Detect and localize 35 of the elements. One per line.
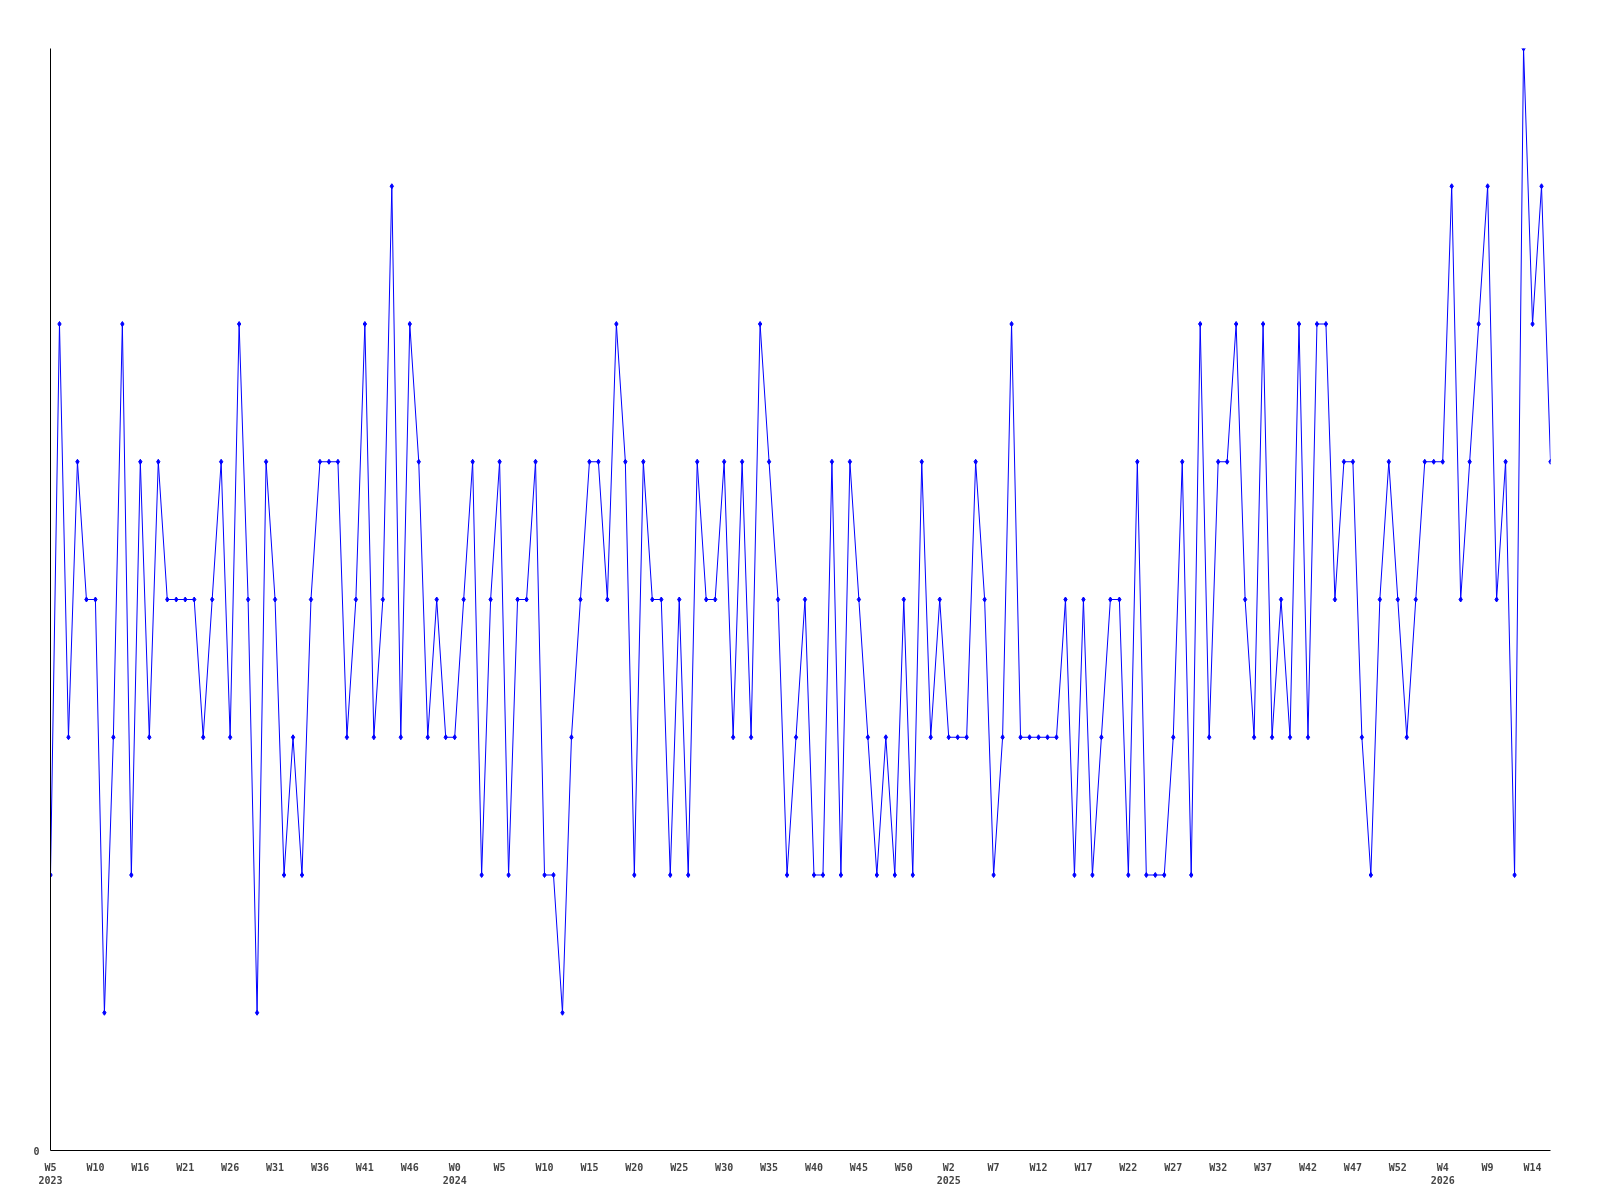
x-tick-label: W9	[1481, 1161, 1494, 1173]
x-tick-label: W31	[266, 1161, 285, 1173]
x-tick-label: W52	[1388, 1161, 1407, 1173]
x-tick-label: W7	[987, 1161, 1000, 1173]
x-tick-label: W46	[400, 1161, 419, 1173]
x-tick-label: W10	[535, 1161, 554, 1173]
x-tick-label: W10	[86, 1161, 105, 1173]
x-tick-label: W15	[580, 1161, 599, 1173]
x-tick-label: W42	[1298, 1161, 1318, 1173]
x-tick-label: W5	[493, 1161, 506, 1173]
x-tick-label: W30	[715, 1161, 734, 1173]
x-tick-label: W35	[760, 1161, 779, 1173]
x-tick-label: W2 2025	[936, 1161, 961, 1186]
x-tick-label: W20	[625, 1161, 644, 1173]
x-tick-label: W45	[849, 1161, 868, 1173]
x-tick-label: W0 2024	[442, 1161, 467, 1186]
x-tick-label: W50	[894, 1161, 913, 1173]
x-tick-label: W21	[176, 1161, 195, 1173]
x-tick-label: W17	[1074, 1161, 1093, 1173]
x-tick-label: W32	[1209, 1161, 1228, 1173]
x-tick-label: W47	[1343, 1161, 1362, 1173]
x-tick-label: W37	[1254, 1161, 1273, 1173]
x-tick-label: W12	[1029, 1161, 1048, 1173]
x-tick-label: W4 2026	[1430, 1161, 1455, 1186]
x-tick-label: W5 2023	[38, 1161, 63, 1186]
text: 0	[33, 1145, 40, 1157]
x-tick-label: W40	[804, 1161, 823, 1173]
x-tick-label: W36	[310, 1161, 329, 1173]
x-tick-label: W22	[1119, 1161, 1138, 1173]
x-tick-label: W27	[1164, 1161, 1183, 1173]
x-tick-label: W26	[221, 1161, 240, 1173]
x-tick-label: W16	[131, 1161, 150, 1173]
x-tick-label: W14	[1523, 1161, 1542, 1173]
x-tick-label: W41	[355, 1161, 374, 1173]
x-tick-label: W25	[670, 1161, 689, 1173]
